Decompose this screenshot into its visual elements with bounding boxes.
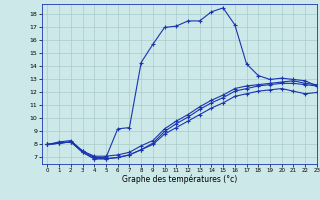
- X-axis label: Graphe des températures (°c): Graphe des températures (°c): [122, 175, 237, 184]
